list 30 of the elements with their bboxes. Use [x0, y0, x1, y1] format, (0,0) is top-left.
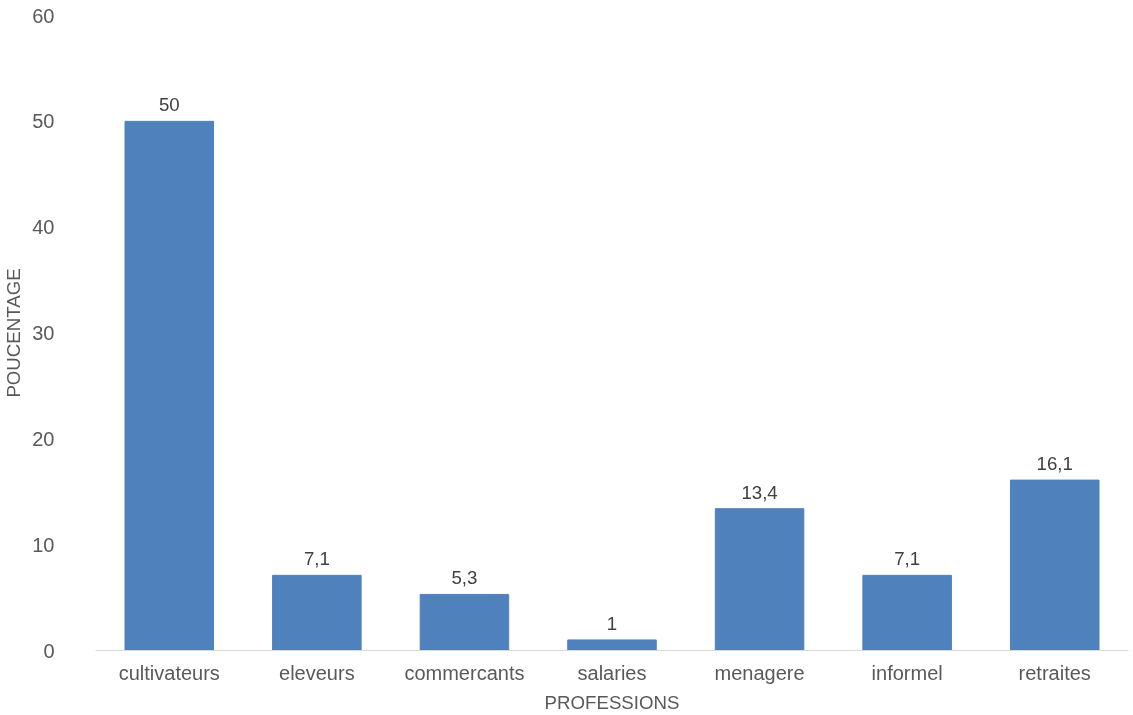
- x-tick-label: commercants: [404, 661, 525, 684]
- x-tick-label: eleveurs: [279, 661, 355, 684]
- bar: [124, 120, 215, 651]
- data-label: 16,1: [1036, 453, 1073, 475]
- y-tick-label: 60: [32, 4, 55, 27]
- bar: [567, 639, 657, 651]
- x-tick-label: cultivateurs: [118, 661, 220, 684]
- y-tick-label: 10: [32, 533, 55, 556]
- x-tick-label: informel: [871, 661, 943, 684]
- data-label: 13,4: [741, 481, 778, 503]
- bar: [272, 574, 362, 651]
- data-label: 7,1: [303, 548, 330, 570]
- data-label: 7,1: [894, 548, 921, 570]
- bar: [862, 574, 952, 651]
- x-tick-label: retraites: [1018, 661, 1091, 684]
- y-axis-title: POUCENTAGE: [3, 268, 25, 398]
- bar: [1009, 479, 1100, 651]
- data-label: 50: [158, 94, 180, 116]
- data-label: 1: [606, 612, 618, 634]
- x-axis-title: PROFESSIONS: [544, 691, 680, 713]
- y-tick-label: 40: [32, 216, 55, 239]
- x-tick-label: salaries: [577, 661, 647, 684]
- data-label: 5,3: [451, 567, 478, 589]
- y-tick-label: 50: [32, 110, 55, 133]
- bar: [419, 593, 510, 651]
- y-tick-label: 0: [43, 639, 55, 662]
- y-tick-label: 30: [32, 322, 55, 344]
- y-tick-label: 20: [32, 427, 55, 450]
- x-tick-label: menagere: [714, 661, 805, 684]
- bar: [714, 508, 805, 651]
